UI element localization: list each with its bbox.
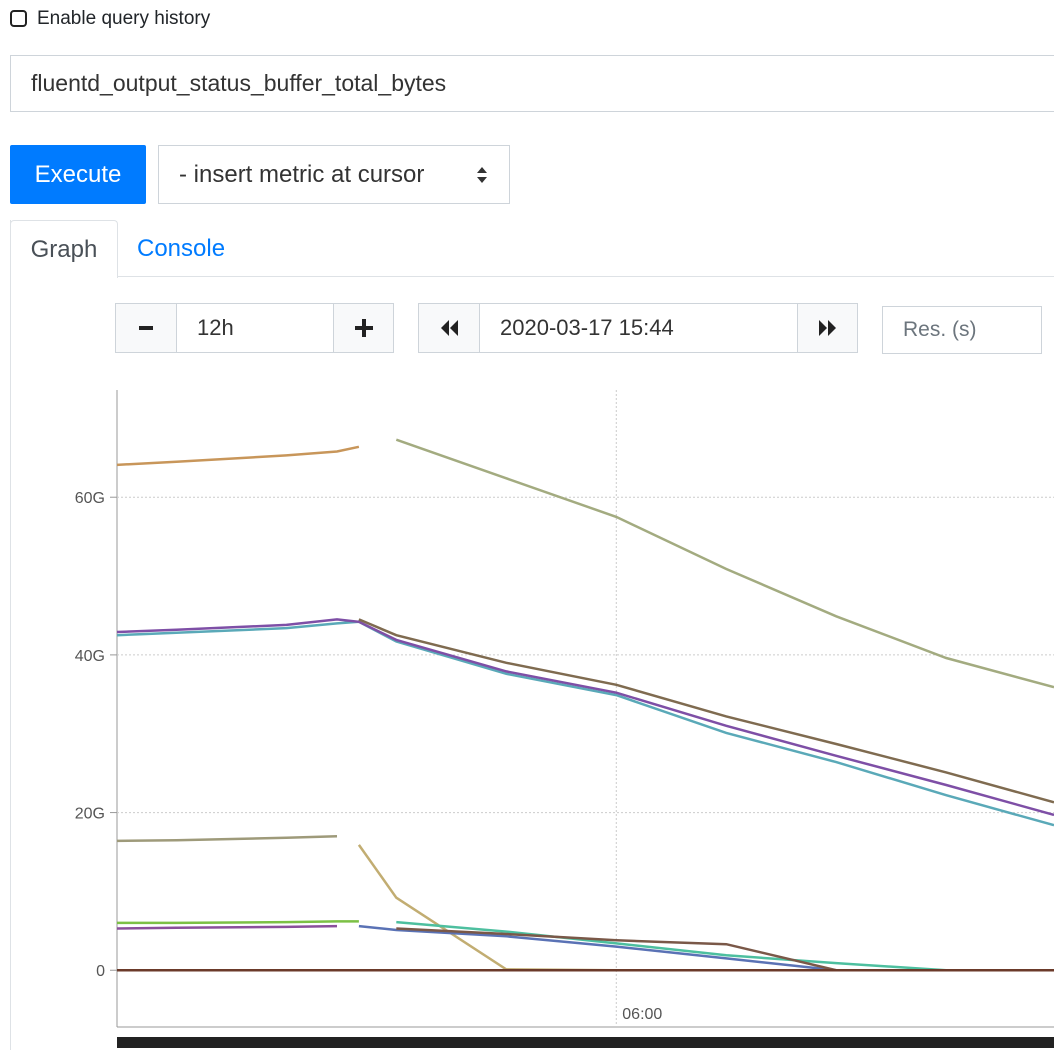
- resolution-input[interactable]: Res. (s): [882, 306, 1042, 354]
- execute-button[interactable]: Execute: [10, 145, 146, 204]
- y-tick-label: 40G: [75, 648, 105, 665]
- range-increase[interactable]: [333, 303, 394, 353]
- query-input[interactable]: fluentd_output_status_buffer_total_bytes: [10, 55, 1054, 112]
- series-line: [116, 618, 1054, 817]
- metric-select-label: - insert metric at cursor: [179, 160, 425, 188]
- forward-icon: [818, 320, 836, 336]
- y-tick-label: 0: [96, 963, 105, 980]
- plus-icon: [354, 319, 373, 337]
- series-line: [116, 620, 1054, 827]
- metric-select[interactable]: - insert metric at cursor: [158, 145, 510, 204]
- range-slider[interactable]: [117, 1037, 1054, 1048]
- minus-icon: [139, 326, 153, 330]
- history-checkbox[interactable]: [10, 10, 27, 27]
- series-line: [116, 834, 338, 843]
- graph-tab[interactable]: Graph: [10, 220, 118, 278]
- y-tick-label: 60G: [75, 490, 105, 507]
- select-arrows: [477, 167, 487, 183]
- range-decrease[interactable]: [115, 303, 177, 353]
- x-tick-label: 06:00: [622, 1006, 662, 1023]
- time-back[interactable]: [418, 303, 480, 353]
- panel-border: [10, 220, 11, 1050]
- console-tab[interactable]: Console: [137, 235, 226, 262]
- series-line: [116, 924, 338, 930]
- end-time-input[interactable]: 2020-03-17 15:44: [479, 303, 798, 353]
- series-line: [358, 618, 1054, 804]
- y-tick-label: 20G: [75, 806, 105, 823]
- chart: 0 20G 40G 60G 06:00: [75, 390, 1054, 1048]
- series-line: [117, 920, 359, 925]
- tab-border: [118, 276, 1054, 277]
- series-line: [357, 844, 617, 972]
- range-input[interactable]: 12h: [176, 303, 334, 353]
- history-label[interactable]: Enable query history: [37, 8, 211, 29]
- series-line: [116, 445, 360, 467]
- time-forward[interactable]: [797, 303, 858, 353]
- backward-icon: [441, 320, 458, 336]
- series-line: [395, 438, 1054, 689]
